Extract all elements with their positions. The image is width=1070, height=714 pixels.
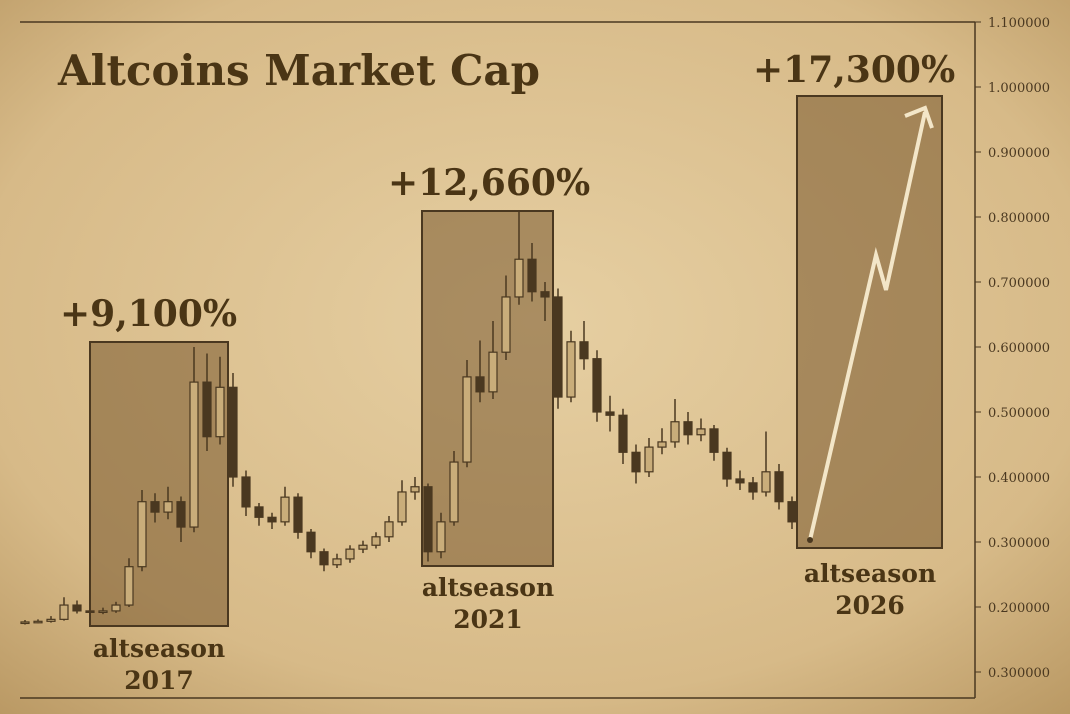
candle-body: [748, 482, 758, 493]
candle-body: [384, 521, 394, 538]
candle-body: [371, 536, 381, 546]
y-tick-label: 0.500000: [988, 406, 1050, 421]
candle-body: [501, 296, 511, 353]
season-label: 2026: [835, 591, 905, 620]
candle-body: [332, 558, 342, 566]
candle-body: [33, 620, 43, 624]
y-tick-label: 0.300000: [988, 536, 1050, 551]
season-label: 2017: [124, 666, 194, 695]
candle-body: [553, 296, 563, 398]
candle-body: [293, 496, 303, 533]
candle-body: [176, 501, 186, 528]
candle-body: [163, 501, 173, 513]
candle-body: [423, 486, 433, 553]
candle-body: [215, 386, 225, 438]
candle-body: [761, 471, 771, 493]
candle-body: [618, 414, 628, 453]
y-tick-label: 0.200000: [988, 601, 1050, 616]
chart-title: Altcoins Market Cap: [57, 46, 540, 95]
candle-body: [592, 358, 602, 413]
season-label: altseason: [93, 634, 225, 663]
candle-body: [475, 376, 485, 393]
change-label: +9,100%: [60, 293, 237, 335]
candle-body: [397, 491, 407, 523]
candle-body: [631, 451, 641, 473]
candle-body: [579, 341, 589, 360]
candle-body: [410, 486, 420, 493]
candle-body: [150, 501, 160, 513]
arrow-head: [904, 105, 934, 129]
candle-body: [59, 604, 69, 620]
candle-body: [319, 551, 329, 566]
y-tick-label: 0.400000: [988, 471, 1050, 486]
y-tick-label: 0.700000: [988, 276, 1050, 291]
candle-body: [98, 610, 108, 614]
candle-body: [696, 428, 706, 436]
highlight-box: [796, 95, 943, 549]
y-tick-label: 0.600000: [988, 341, 1050, 356]
projection-arrow: [808, 111, 927, 541]
candle-body: [774, 471, 784, 503]
candle-body: [189, 381, 199, 528]
projection-start: [807, 537, 813, 543]
y-tick-label: 0.800000: [988, 211, 1050, 226]
candle-body: [137, 501, 147, 568]
candle-body: [254, 506, 264, 518]
candle-body: [657, 441, 667, 448]
candle-body: [449, 461, 459, 523]
candle-body: [683, 421, 693, 436]
candle-body: [267, 516, 277, 523]
candle-body: [72, 604, 82, 612]
season-label: altseason: [422, 573, 554, 602]
season-label: 2021: [453, 605, 523, 634]
candle-body: [20, 621, 30, 625]
candle-body: [527, 258, 537, 293]
candle-body: [709, 428, 719, 453]
change-label: +17,300%: [753, 49, 955, 91]
candle-body: [228, 386, 238, 478]
y-tick-label: 0.900000: [988, 146, 1050, 161]
candle-body: [111, 604, 121, 612]
candle-body: [85, 610, 95, 614]
candle-body: [202, 381, 212, 438]
candle-body: [488, 351, 498, 393]
candle-body: [540, 291, 550, 298]
candle-body: [345, 548, 355, 560]
frame: [20, 21, 976, 699]
candle-body: [46, 618, 56, 622]
candle-body: [566, 341, 576, 398]
candle-body: [514, 258, 524, 298]
candle-body: [358, 544, 368, 550]
y-tick-label: 0.300000: [988, 666, 1050, 681]
candle-body: [462, 376, 472, 463]
candle-body: [644, 446, 654, 473]
change-label: +12,660%: [388, 162, 590, 204]
candle-body: [306, 531, 316, 553]
candle-body: [124, 566, 134, 606]
y-tick-label: 1.000000: [988, 81, 1050, 96]
candle-body: [605, 411, 615, 416]
season-label: altseason: [804, 559, 936, 588]
y-tick-label: 1.100000: [988, 16, 1050, 31]
candle-body: [436, 521, 446, 553]
candle-body: [787, 501, 797, 523]
candle-body: [722, 451, 732, 480]
candle-body: [241, 476, 251, 508]
candle-body: [670, 421, 680, 443]
candle-body: [735, 478, 745, 484]
candle-body: [280, 496, 290, 523]
